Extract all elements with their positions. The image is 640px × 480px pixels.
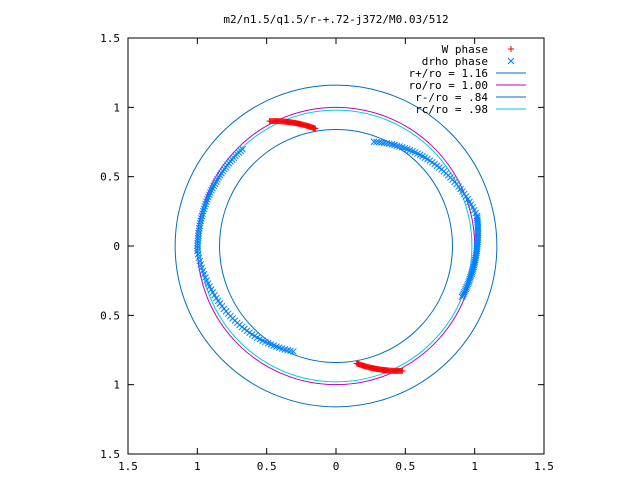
data-point <box>461 288 468 296</box>
y-tick-label: 1.5 <box>100 448 120 461</box>
data-point <box>388 141 396 148</box>
x-tick-label: 1.5 <box>534 460 554 473</box>
data-point <box>203 198 210 206</box>
x-tick-label: 1 <box>194 460 201 473</box>
series-2 <box>194 138 482 355</box>
data-point <box>201 203 209 210</box>
data-point <box>199 207 207 215</box>
x-tick-label: 1.5 <box>118 460 138 473</box>
data-point <box>460 290 467 298</box>
data-point <box>312 125 319 132</box>
data-point <box>290 348 297 355</box>
x-tick-label: 0.5 <box>257 460 277 473</box>
x-tick-label: 0.5 <box>395 460 415 473</box>
data-point <box>391 141 398 149</box>
axis-ticks: 1.5 1 0.5 0 0.5 1 1.51.510.500.511.5 <box>100 32 554 473</box>
data-point <box>200 205 208 213</box>
data-point <box>385 140 393 148</box>
data-point <box>383 139 391 147</box>
data-point <box>194 237 202 245</box>
data-point <box>199 210 206 217</box>
data-point <box>198 212 206 220</box>
y-tick-label: 0.5 <box>100 171 120 184</box>
y-tick-label: 1.5 <box>100 32 120 45</box>
y-tick-label: 1 <box>113 379 120 392</box>
data-point <box>205 193 212 201</box>
data-point <box>458 293 466 301</box>
chart-title: m2/n1.5/q1.5/r-+.72-j372/M0.03/512 <box>223 13 448 26</box>
y-tick-label: 1 <box>113 101 120 114</box>
legend-swatch <box>508 46 514 52</box>
x-tick-label: 0 <box>333 460 340 473</box>
x-tick-label: 1 <box>471 460 478 473</box>
legend-label: rc/ro = .98 <box>415 103 488 116</box>
legend-label: r+/ro = 1.16 <box>409 67 488 80</box>
circle-3 <box>219 129 453 363</box>
y-tick-label: 0.5 <box>100 309 120 322</box>
data-point <box>461 287 469 294</box>
data-point <box>202 200 209 208</box>
reference-circles <box>174 84 498 408</box>
data-point <box>459 291 467 299</box>
data-point <box>380 139 388 147</box>
data-point <box>206 191 213 199</box>
data-point <box>194 239 201 247</box>
data-point <box>194 242 201 250</box>
legend-label: W phase <box>442 43 488 56</box>
series-1 <box>266 118 406 374</box>
legend-label: ro/ro = 1.00 <box>409 79 488 92</box>
legend-label: drho phase <box>422 55 488 68</box>
circle-1 <box>174 84 498 408</box>
y-tick-label: 0 <box>113 240 120 253</box>
phase-points <box>194 118 482 374</box>
legend-swatch <box>507 57 515 65</box>
data-point <box>204 196 211 203</box>
data-point <box>399 367 406 374</box>
data-point <box>194 244 201 252</box>
legend-label: r-/ro = .84 <box>415 91 488 104</box>
